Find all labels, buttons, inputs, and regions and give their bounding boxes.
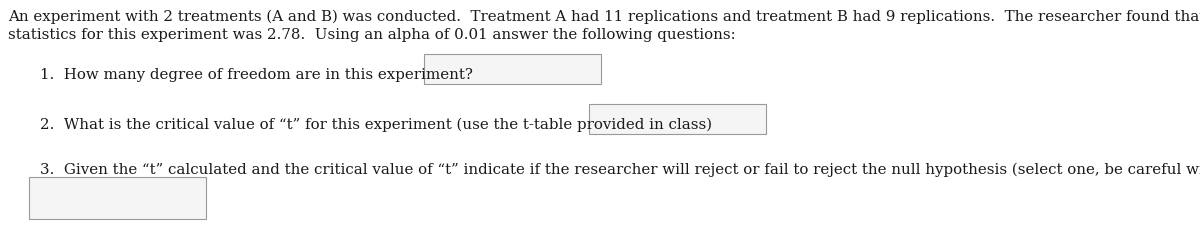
- Text: 3.  Given the “t” calculated and the critical value of “t” indicate if the resea: 3. Given the “t” calculated and the crit…: [40, 163, 1200, 177]
- Text: 1.  How many degree of freedom are in this experiment?: 1. How many degree of freedom are in thi…: [40, 68, 473, 82]
- FancyBboxPatch shape: [589, 104, 766, 134]
- Text: 2.  What is the critical value of “t” for this experiment (use the t-table provi: 2. What is the critical value of “t” for…: [40, 118, 712, 132]
- Text: statistics for this experiment was 2.78.  Using an alpha of 0.01 answer the foll: statistics for this experiment was 2.78.…: [8, 28, 736, 42]
- FancyBboxPatch shape: [29, 177, 206, 219]
- FancyBboxPatch shape: [424, 54, 601, 84]
- Text: An experiment with 2 treatments (A and B) was conducted.  Treatment A had 11 rep: An experiment with 2 treatments (A and B…: [8, 10, 1200, 24]
